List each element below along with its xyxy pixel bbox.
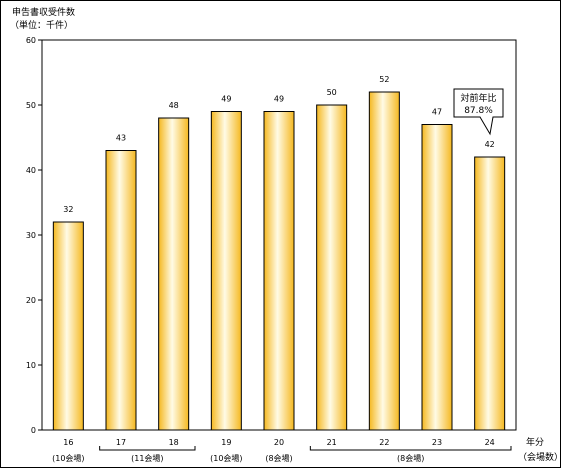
unit-label: （単位：千件） xyxy=(10,19,73,31)
callout-bubble xyxy=(453,88,504,136)
bar xyxy=(52,221,84,431)
bar xyxy=(474,156,506,431)
x-tick-label: 22 xyxy=(379,438,389,447)
bar-value-label: 49 xyxy=(274,95,284,104)
bar-value-label: 49 xyxy=(221,95,231,104)
bar-value-label: 48 xyxy=(169,101,179,110)
bar-value-label: 43 xyxy=(116,134,126,143)
venue-bracket xyxy=(309,446,512,451)
venue-bracket xyxy=(99,446,196,451)
x-axis-sublabel: （会場数） xyxy=(518,451,561,463)
callout-title: 対前年比 xyxy=(460,92,496,104)
callout-value: 87.8% xyxy=(464,106,493,116)
y-tick-label: 0 xyxy=(31,426,36,435)
x-tick-label: 21 xyxy=(327,438,337,447)
venue-count-label: (10会場) xyxy=(210,453,242,463)
y-tick-label: 20 xyxy=(26,296,36,305)
x-tick-label: 24 xyxy=(485,438,495,447)
x-tick-label: 17 xyxy=(116,438,126,447)
bar-value-label: 32 xyxy=(63,205,73,214)
bar xyxy=(316,104,348,431)
y-tick-label: 40 xyxy=(26,166,36,175)
venue-count-label: (11会場) xyxy=(131,453,163,463)
x-tick-label: 23 xyxy=(432,438,442,447)
y-tick-label: 60 xyxy=(26,36,36,45)
bar-value-label: 42 xyxy=(485,140,495,149)
bar xyxy=(158,117,190,431)
x-tick-label: 18 xyxy=(169,438,179,447)
bar xyxy=(263,111,295,431)
x-tick-label: 16 xyxy=(63,438,73,447)
x-axis: 16 17 18 19 20 21 22 23 24 (10会場) (11会場) (10会場) (8会場… xyxy=(52,438,512,463)
chart-title: 申告書収受件数 xyxy=(12,6,75,18)
bar-value-label: 52 xyxy=(379,75,389,84)
bars-group: 32 43 48 49 49 50 52 47 42 xyxy=(52,75,506,431)
y-tick-label: 50 xyxy=(26,101,36,110)
bar xyxy=(368,91,400,431)
bar-value-label: 50 xyxy=(327,88,337,97)
bar-value-label: 47 xyxy=(432,108,442,117)
bar xyxy=(210,111,242,431)
x-axis-label: 年分 xyxy=(526,436,544,448)
venue-count-label: (10会場) xyxy=(52,453,84,463)
yoy-callout: 対前年比 87.8% xyxy=(453,88,504,136)
venue-count-label: (8会場) xyxy=(397,453,424,463)
bar xyxy=(105,150,137,431)
y-tick-label: 30 xyxy=(26,231,36,240)
y-axis: 0 10 20 30 40 50 60 xyxy=(26,36,42,435)
x-tick-label: 19 xyxy=(221,438,231,447)
bar xyxy=(421,124,453,431)
x-tick-label: 20 xyxy=(274,438,284,447)
y-tick-label: 10 xyxy=(26,361,36,370)
venue-count-label: (8会場) xyxy=(265,453,292,463)
